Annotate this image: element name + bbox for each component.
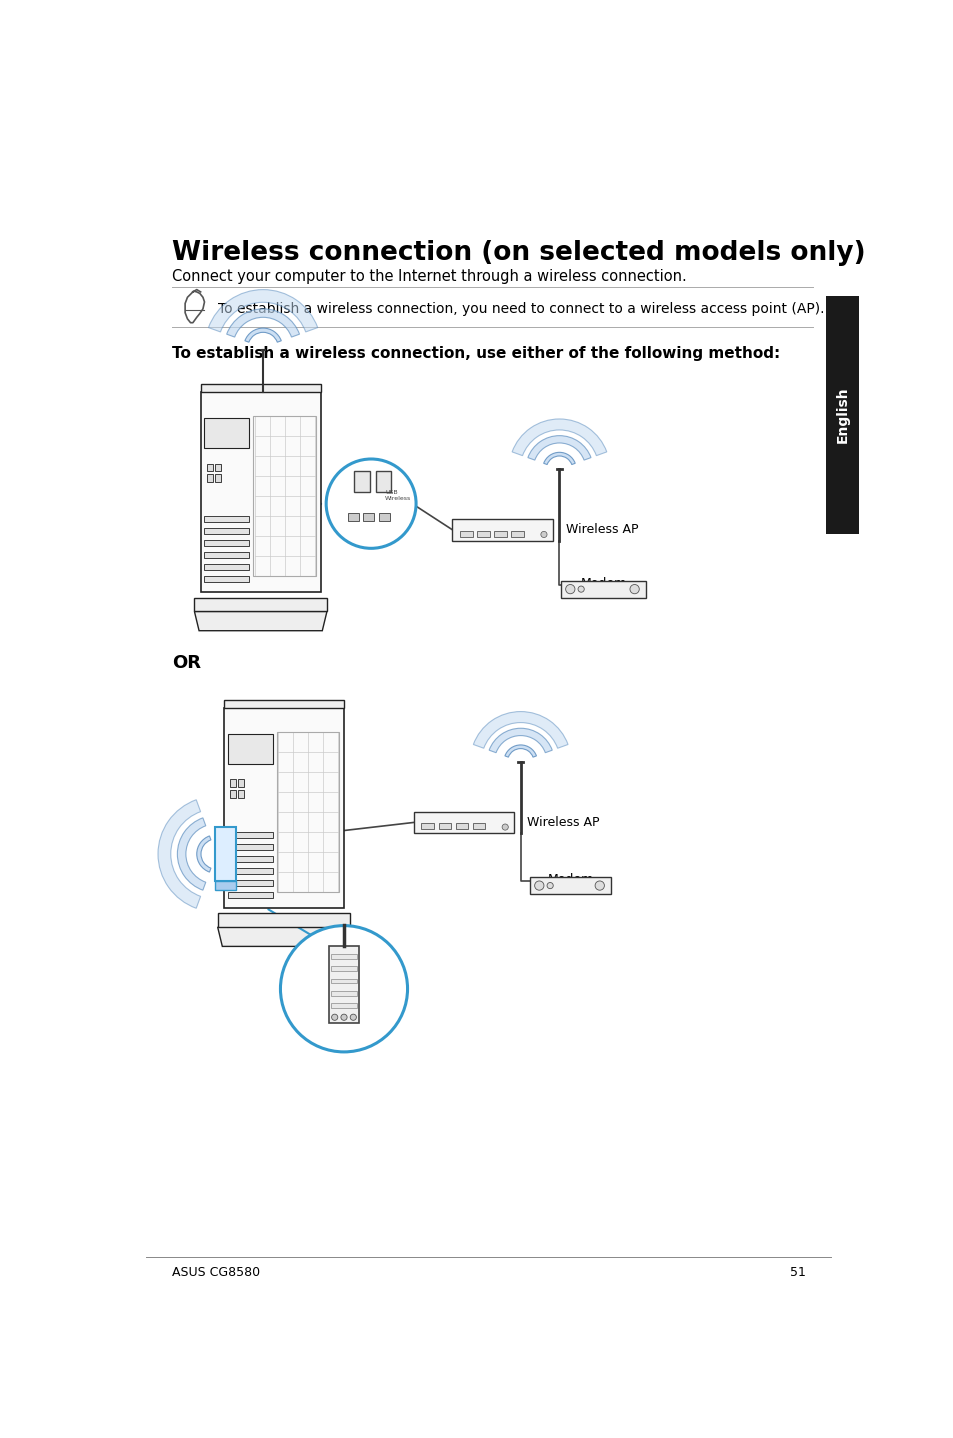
Bar	[217, 913, 350, 928]
Bar	[456, 823, 468, 830]
Text: To establish a wireless connection, use either of the following method:: To establish a wireless connection, use …	[172, 345, 780, 361]
Bar	[348, 513, 358, 521]
Bar	[214, 827, 236, 881]
Circle shape	[540, 532, 546, 538]
Bar	[204, 541, 249, 546]
Polygon shape	[217, 928, 350, 946]
Bar	[207, 463, 213, 472]
Bar	[228, 831, 273, 838]
Bar	[331, 979, 356, 984]
Bar	[331, 966, 356, 971]
Wedge shape	[209, 289, 317, 332]
Bar	[214, 881, 236, 890]
Bar	[331, 991, 356, 995]
Bar	[363, 513, 374, 521]
Text: ASUS CG8580: ASUS CG8580	[172, 1265, 260, 1278]
Bar	[494, 531, 506, 536]
Bar	[476, 531, 489, 536]
Polygon shape	[194, 611, 327, 631]
Bar	[276, 732, 339, 892]
Text: English: English	[835, 387, 848, 443]
Text: Connect your computer to the Internet through a wireless connection.: Connect your computer to the Internet th…	[172, 269, 686, 283]
Bar	[375, 470, 391, 492]
Bar	[207, 475, 213, 482]
Circle shape	[280, 926, 407, 1053]
Wedge shape	[543, 453, 575, 464]
Bar	[214, 475, 220, 482]
Bar	[204, 577, 249, 582]
Bar	[331, 953, 356, 959]
Wedge shape	[196, 835, 211, 871]
Circle shape	[501, 824, 508, 830]
Circle shape	[595, 881, 604, 890]
Text: OR: OR	[172, 654, 201, 672]
Bar	[237, 779, 244, 787]
Wedge shape	[473, 712, 567, 748]
Bar	[414, 811, 514, 833]
Bar	[194, 598, 327, 611]
Circle shape	[340, 1014, 347, 1021]
Bar	[200, 384, 320, 393]
Bar	[204, 564, 249, 571]
Wedge shape	[245, 328, 281, 342]
Circle shape	[629, 584, 639, 594]
Circle shape	[546, 883, 553, 889]
Bar	[204, 528, 249, 533]
Wedge shape	[512, 418, 606, 456]
Wedge shape	[527, 436, 591, 460]
Bar	[228, 880, 273, 886]
Text: Modem: Modem	[579, 577, 626, 590]
Bar	[452, 519, 553, 541]
Bar	[331, 1004, 356, 1008]
Bar	[224, 700, 344, 707]
Bar	[228, 733, 273, 764]
Bar	[204, 516, 249, 522]
Bar	[228, 844, 273, 850]
Bar	[228, 867, 273, 874]
Bar	[230, 789, 236, 798]
Wedge shape	[158, 800, 200, 909]
Bar	[224, 707, 344, 907]
Bar	[230, 779, 236, 787]
Text: Wireless AP: Wireless AP	[526, 815, 598, 828]
Circle shape	[326, 459, 416, 548]
Bar	[204, 418, 249, 449]
Bar	[825, 296, 858, 535]
Bar	[530, 877, 611, 894]
Wedge shape	[227, 309, 299, 336]
Bar	[329, 946, 358, 1024]
Text: Wireless connection (on selected models only): Wireless connection (on selected models …	[172, 240, 864, 266]
Circle shape	[332, 1014, 337, 1021]
Text: To establish a wireless connection, you need to connect to a wireless access poi: To establish a wireless connection, you …	[218, 302, 824, 316]
Bar	[214, 463, 220, 472]
Bar	[237, 789, 244, 798]
Bar	[354, 470, 369, 492]
Text: Modem: Modem	[547, 873, 593, 886]
Circle shape	[578, 587, 583, 592]
Text: USB
Wireless: USB Wireless	[385, 490, 411, 500]
Bar	[378, 513, 390, 521]
Wedge shape	[504, 745, 536, 758]
Circle shape	[350, 1014, 356, 1021]
Circle shape	[565, 584, 575, 594]
Bar	[200, 393, 320, 592]
Bar	[228, 856, 273, 861]
Bar	[560, 581, 645, 598]
Bar	[204, 552, 249, 558]
Bar	[253, 416, 315, 577]
Bar	[438, 823, 451, 830]
Bar	[472, 823, 484, 830]
Wedge shape	[177, 818, 206, 890]
Text: Wireless AP: Wireless AP	[565, 523, 638, 536]
Bar	[421, 823, 434, 830]
Wedge shape	[489, 728, 552, 752]
Bar	[459, 531, 472, 536]
Circle shape	[534, 881, 543, 890]
Bar	[228, 892, 273, 897]
Text: 51: 51	[789, 1265, 805, 1278]
Bar	[511, 531, 523, 536]
